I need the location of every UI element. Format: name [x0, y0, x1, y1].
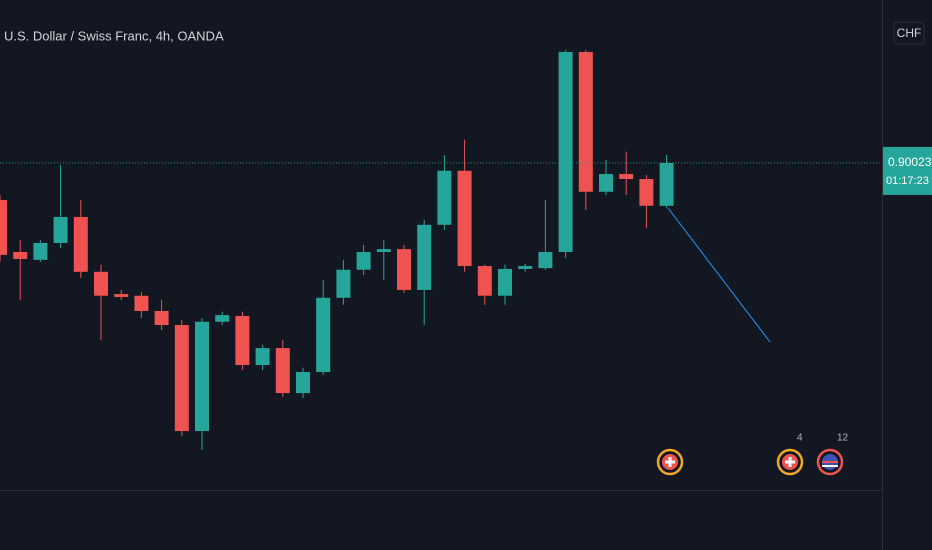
- candle-body: [275, 348, 290, 394]
- event-icon[interactable]: [816, 448, 844, 476]
- candle-body: [13, 252, 28, 260]
- candle-body: [417, 224, 432, 290]
- candle-body: [336, 269, 351, 298]
- currency-box[interactable]: [893, 21, 925, 45]
- candle-body: [255, 348, 270, 366]
- candle-body: [578, 51, 593, 192]
- candle-body: [518, 266, 533, 269]
- currency-label: CHF: [897, 26, 922, 40]
- candle-body: [639, 179, 654, 206]
- candle-body: [498, 268, 512, 296]
- candle-body: [457, 170, 472, 267]
- candle-body: [599, 174, 613, 192]
- last-price-label: 0.90023: [888, 155, 932, 169]
- candle-body: [316, 297, 331, 373]
- candle-body: [477, 266, 492, 296]
- candle-body: [195, 321, 209, 432]
- event-count: 12: [837, 433, 849, 444]
- candle-body: [154, 310, 169, 326]
- candle-body: [659, 162, 674, 206]
- candle-body: [558, 51, 573, 253]
- plot-area: [0, 49, 882, 450]
- last-price-box: [883, 146, 932, 195]
- candle-body: [437, 170, 452, 225]
- candle-body: [619, 174, 634, 180]
- candle-body: [134, 295, 149, 311]
- candle-body: [94, 271, 108, 296]
- candle-body: [376, 249, 391, 253]
- axes: 0.90023 01:17:23: [883, 146, 932, 195]
- candle-body: [174, 325, 189, 432]
- countdown-label: 01:17:23: [886, 175, 929, 187]
- candle-body: [73, 216, 88, 272]
- trend-line: [667, 207, 771, 343]
- candle-body: [296, 372, 310, 394]
- candle-body: [356, 252, 371, 270]
- candle-body: [235, 315, 250, 366]
- candle-body: [215, 315, 230, 322]
- candle-body: [53, 216, 68, 243]
- candle-body: [0, 200, 7, 255]
- candle-body: [397, 249, 411, 290]
- event-icon[interactable]: [656, 448, 684, 476]
- chart-title: U.S. Dollar / Swiss Franc, 4h, OANDA: [4, 28, 224, 43]
- event-count: 4: [797, 433, 803, 444]
- candle-body: [538, 252, 553, 269]
- event-icon[interactable]: [776, 448, 804, 476]
- candle-body: [33, 242, 48, 260]
- candle-body: [114, 294, 129, 297]
